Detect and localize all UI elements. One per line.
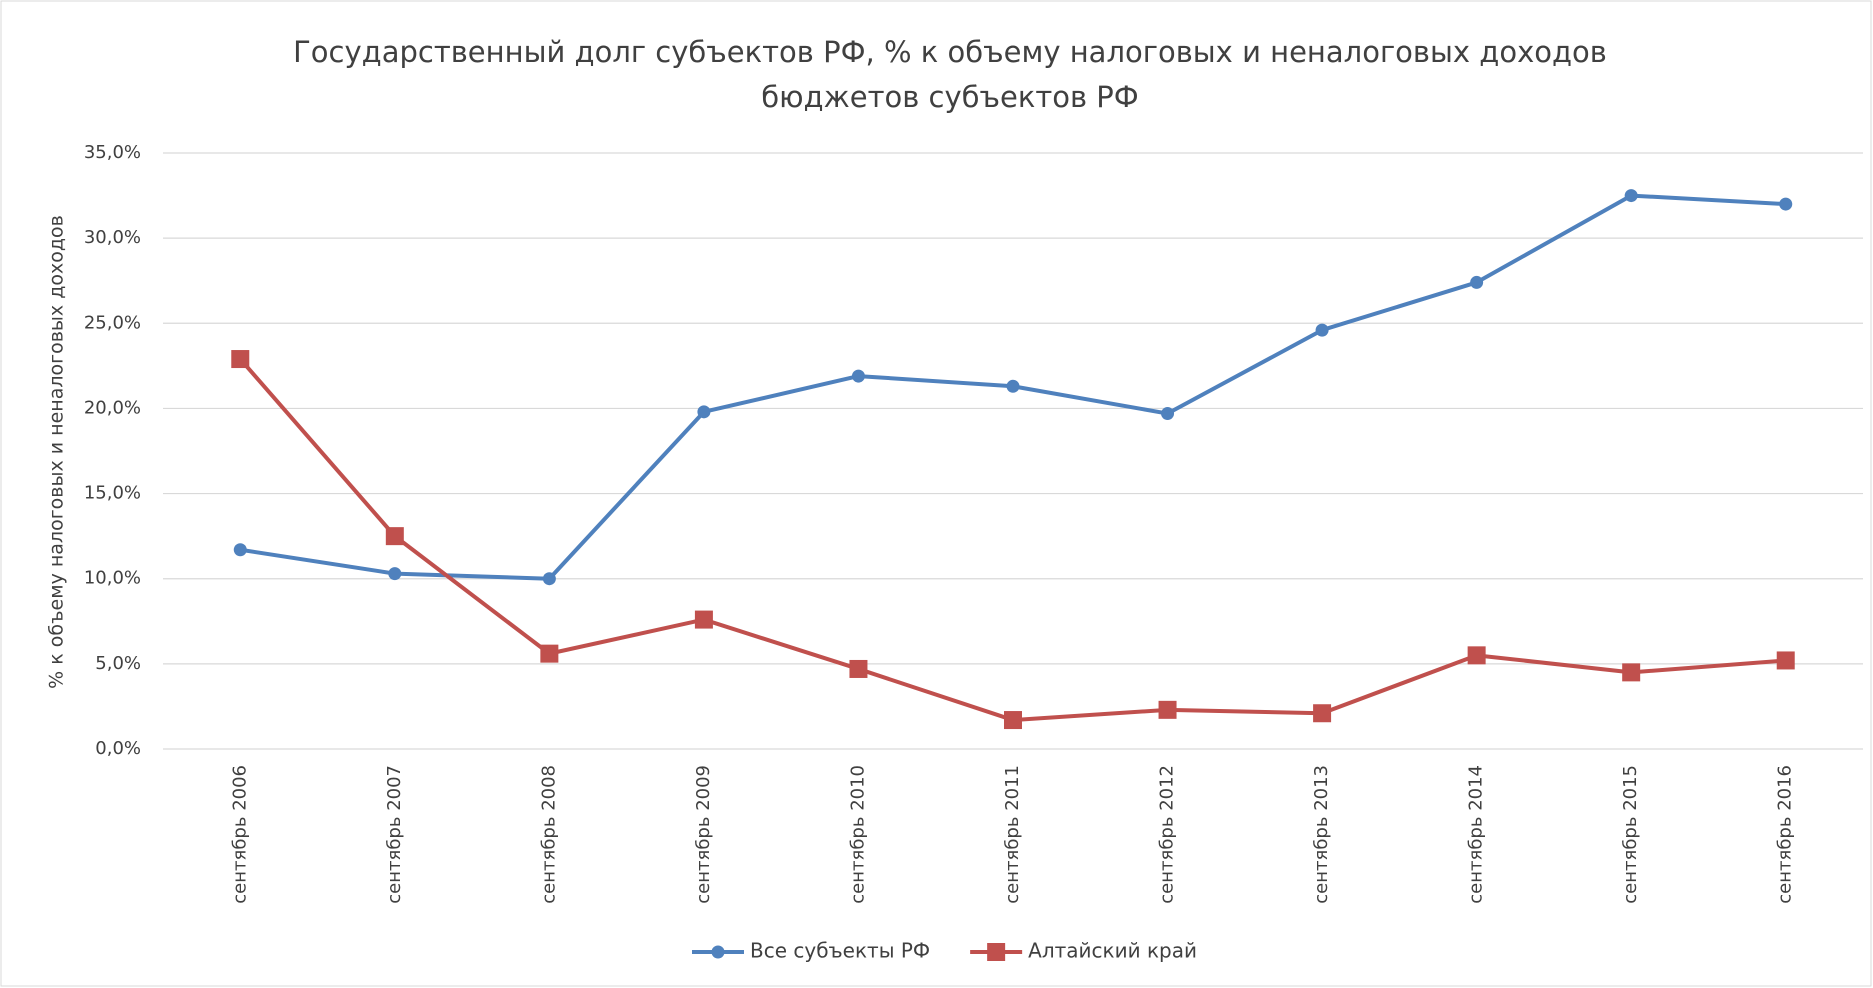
legend-label: Алтайский край [1028, 939, 1197, 963]
y-tick-label: 30,0% [84, 227, 141, 248]
legend-marker [987, 943, 1006, 961]
data-point [542, 572, 556, 586]
y-tick-label: 15,0% [84, 483, 141, 504]
x-tick-label: сентябрь 2011 [1002, 765, 1023, 904]
x-tick-label: сентябрь 2008 [538, 765, 559, 904]
y-tick-label: 25,0% [84, 312, 141, 333]
data-point [388, 567, 402, 581]
y-tick-label: 10,0% [84, 568, 141, 589]
x-tick-label: сентябрь 2016 [1775, 765, 1796, 904]
data-point [1779, 197, 1793, 211]
legend-label: Все субъекты РФ [750, 939, 930, 963]
data-point [694, 610, 713, 629]
y-tick-label: 0,0% [95, 738, 141, 759]
data-point [385, 527, 404, 546]
data-point [1006, 379, 1020, 393]
data-point [849, 659, 868, 678]
chart-title: Государственный долг субъектов РФ, % к о… [293, 35, 1607, 69]
x-tick-label: сентябрь 2009 [693, 765, 714, 904]
x-tick-label: сентябрь 2012 [1157, 765, 1178, 904]
y-tick-label: 20,0% [84, 397, 141, 418]
data-point [540, 644, 559, 663]
data-point [1470, 275, 1484, 289]
x-tick-label: сентябрь 2013 [1311, 765, 1332, 904]
y-axis-label: % к объему налоговых и неналоговых доход… [46, 215, 68, 689]
data-point [1313, 704, 1332, 723]
data-point [851, 369, 865, 383]
data-point [1158, 700, 1177, 719]
data-point [1622, 663, 1641, 682]
data-point [1467, 646, 1486, 665]
y-tick-label: 35,0% [84, 142, 141, 163]
data-point [1776, 651, 1795, 670]
data-point [233, 543, 247, 557]
y-tick-label: 5,0% [95, 653, 141, 674]
data-point [697, 405, 711, 419]
x-tick-label: сентябрь 2015 [1620, 765, 1641, 904]
x-tick-label: сентябрь 2007 [384, 765, 405, 904]
data-point [1004, 711, 1022, 730]
x-tick-label: сентябрь 2006 [229, 765, 250, 904]
chart-title: бюджетов субъектов РФ [761, 80, 1139, 114]
x-tick-label: сентябрь 2014 [1466, 765, 1487, 904]
data-point [1315, 323, 1329, 337]
x-tick-label: сентябрь 2010 [847, 765, 868, 904]
data-point [231, 350, 250, 369]
data-point [1624, 189, 1638, 203]
data-point [1161, 407, 1175, 421]
legend-marker [711, 945, 725, 959]
